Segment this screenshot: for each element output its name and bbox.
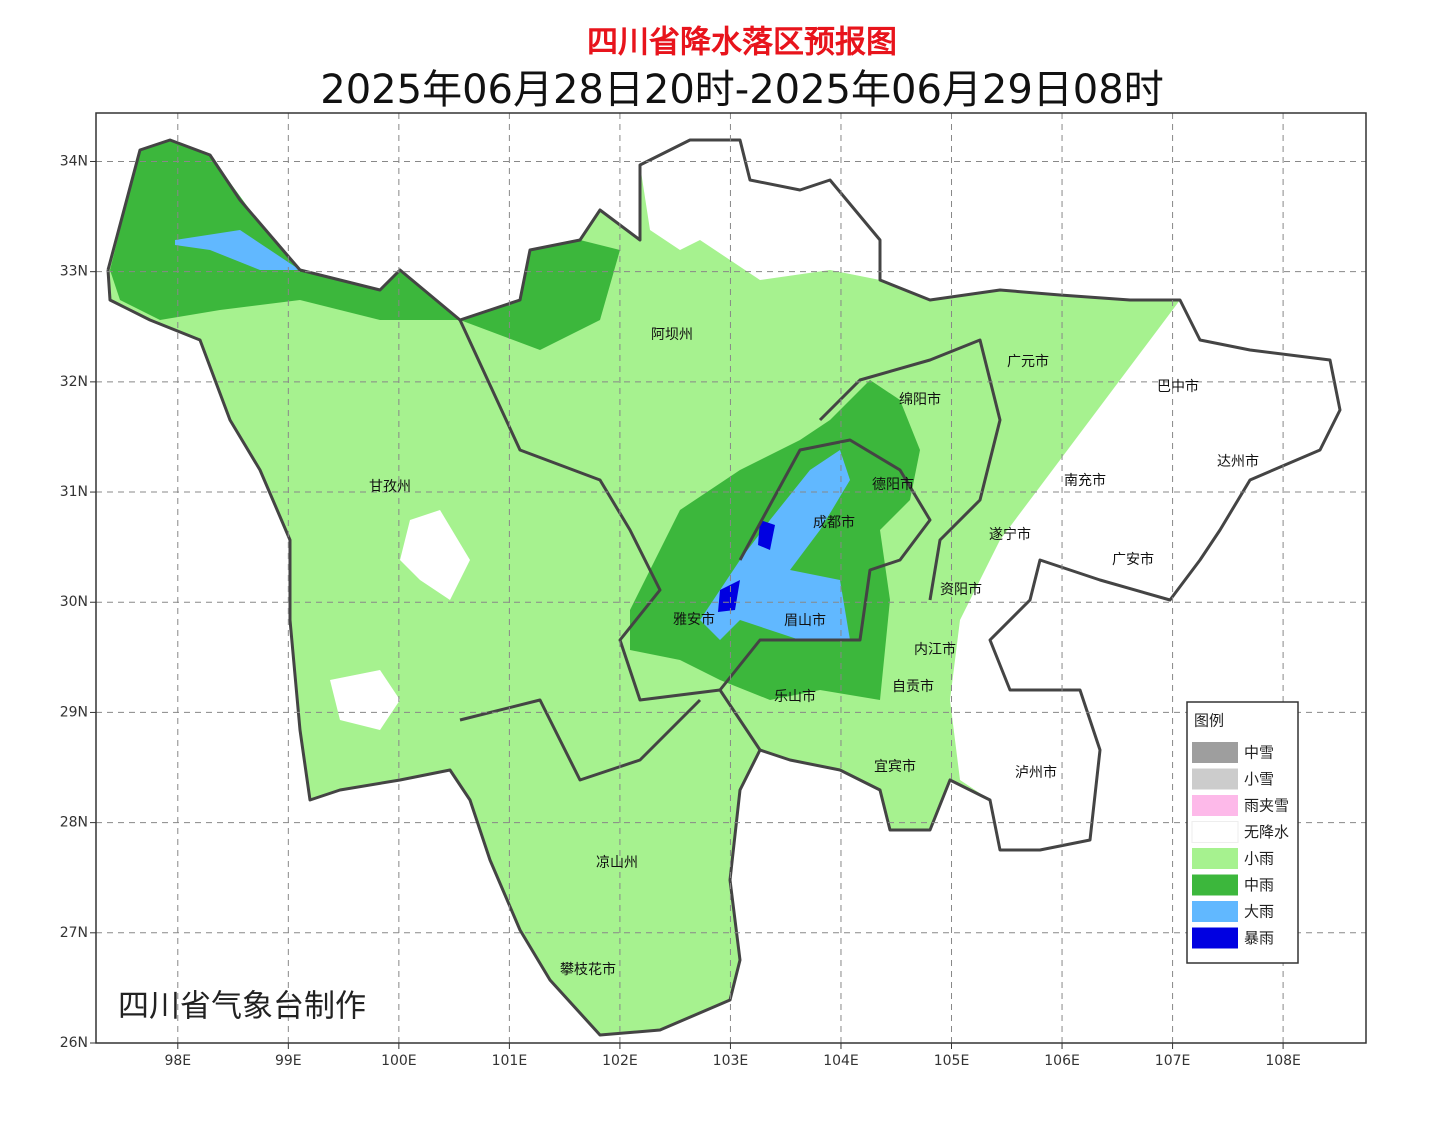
- legend-label: 雨夹雪: [1244, 797, 1289, 815]
- region-label: 眉山市: [784, 612, 826, 629]
- region-labels: 阿坝州 甘孜州 凉山州 攀枝花市 绵阳市 广元市 巴中市 达州市 南充市 德阳市…: [369, 327, 1259, 978]
- map-shapes: [106, 138, 1342, 1037]
- legend-label: 小雪: [1244, 770, 1274, 788]
- region-label: 甘孜州: [369, 479, 411, 495]
- y-tick-label: 27N: [60, 925, 88, 941]
- y-tick-label: 34N: [60, 153, 88, 169]
- region-label: 阿坝州: [651, 327, 693, 343]
- legend-swatch: [1192, 874, 1238, 896]
- legend-label: 中雪: [1244, 744, 1274, 762]
- region-label: 南充市: [1064, 472, 1106, 489]
- region-label: 内江市: [914, 641, 956, 658]
- x-tick-label: 107E: [1155, 1053, 1191, 1069]
- region-label: 自贡市: [892, 678, 934, 695]
- x-tick-label: 106E: [1044, 1053, 1080, 1069]
- x-tick-label: 98E: [164, 1053, 191, 1069]
- x-tick-label: 101E: [492, 1053, 528, 1069]
- region-label: 遂宁市: [989, 526, 1031, 543]
- region-label: 泸州市: [1015, 764, 1057, 781]
- legend-swatch: [1191, 821, 1239, 843]
- x-tick-label: 105E: [934, 1053, 970, 1069]
- legend-swatch: [1192, 927, 1238, 949]
- region-label: 广元市: [1007, 353, 1049, 370]
- rainstorm-1: [758, 520, 775, 550]
- no-rain-west: [400, 510, 470, 600]
- x-tick-label: 108E: [1265, 1053, 1301, 1069]
- legend-label: 暴雨: [1244, 929, 1274, 947]
- legend-label: 中雨: [1244, 876, 1274, 894]
- moderate-rain-nw: [110, 140, 620, 350]
- y-tick-label: 33N: [60, 264, 88, 280]
- legend-label: 小雨: [1244, 850, 1274, 868]
- region-label: 乐山市: [774, 688, 816, 705]
- y-tick-label: 28N: [60, 815, 88, 831]
- x-tick-label: 99E: [275, 1053, 302, 1069]
- y-tick-label: 29N: [60, 704, 88, 720]
- legend-swatch: [1192, 848, 1238, 869]
- region-label: 成都市: [813, 514, 855, 531]
- region-label: 达州市: [1217, 453, 1259, 470]
- legend-label: 无降水: [1244, 823, 1289, 841]
- legend-swatch: [1192, 901, 1238, 922]
- region-label: 资阳市: [940, 581, 982, 598]
- credit: 四川省气象台制作: [118, 989, 366, 1025]
- y-tick-label: 26N: [60, 1035, 88, 1051]
- legend-swatch: [1192, 795, 1238, 816]
- title: 四川省降水落区预报图: [587, 25, 897, 61]
- x-tick-label: 103E: [713, 1053, 749, 1069]
- region-label: 攀枝花市: [560, 961, 616, 978]
- x-tick-label: 104E: [823, 1053, 859, 1069]
- region-label: 广安市: [1112, 551, 1154, 568]
- province-border: [106, 138, 1342, 1037]
- region-label: 宜宾市: [874, 758, 916, 775]
- prefecture-border: [459, 698, 702, 782]
- no-rain-north: [640, 140, 880, 280]
- prefecture-border: [718, 438, 932, 691]
- y-tick-label: 30N: [60, 594, 88, 610]
- region-label: 德阳市: [872, 476, 914, 493]
- x-tick-label: 102E: [602, 1053, 638, 1069]
- map-frame: [95, 112, 1367, 1044]
- y-tick-label: 31N: [60, 484, 88, 500]
- subtitle: 2025年06月28日20时-2025年06月29日08时: [320, 67, 1163, 113]
- legend-title: 图例: [1194, 712, 1224, 730]
- rainstorm-2: [718, 580, 740, 612]
- heavy-rain-nw: [175, 230, 300, 270]
- x-tick-label: 100E: [381, 1053, 417, 1069]
- region-label: 雅安市: [673, 611, 715, 628]
- prefecture-border: [818, 338, 1002, 601]
- region-label: 绵阳市: [899, 391, 941, 408]
- region-label: 巴中市: [1157, 378, 1199, 395]
- region-label: 凉山州: [596, 855, 638, 871]
- prefecture-border: [458, 319, 762, 751]
- legend-label: 大雨: [1244, 903, 1274, 921]
- legend-swatch: [1192, 742, 1238, 763]
- y-tick-label: 32N: [60, 374, 88, 390]
- legend-swatch: [1192, 768, 1238, 790]
- no-rain-sw: [330, 670, 400, 730]
